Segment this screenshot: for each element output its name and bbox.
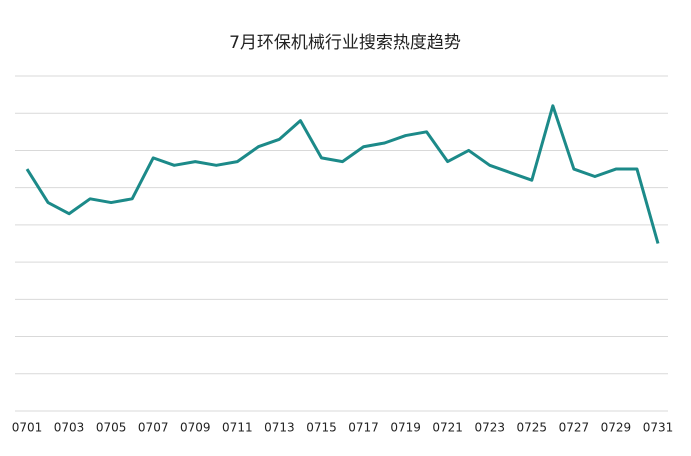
x-tick-label: 0705: [96, 421, 127, 435]
x-tick-label: 0717: [348, 421, 379, 435]
x-tick-label: 0729: [601, 421, 632, 435]
x-tick-label: 0709: [180, 421, 211, 435]
x-tick-label: 0701: [12, 421, 43, 435]
x-tick-label: 0703: [54, 421, 85, 435]
x-tick-label: 0725: [517, 421, 548, 435]
x-tick-label: 0727: [559, 421, 590, 435]
chart-title: 7月环保机械行业搜索热度趋势: [229, 33, 461, 53]
x-tick-label: 0711: [222, 421, 253, 435]
x-tick-label: 0721: [432, 421, 463, 435]
x-tick-label: 0713: [264, 421, 295, 435]
x-tick-label: 0715: [306, 421, 337, 435]
x-tick-label: 0723: [474, 421, 505, 435]
data-line: [25, 104, 660, 244]
x-tick-label: 0707: [138, 421, 169, 435]
x-tick-label: 0719: [390, 421, 421, 435]
x-tick-label: 0731: [643, 421, 674, 435]
